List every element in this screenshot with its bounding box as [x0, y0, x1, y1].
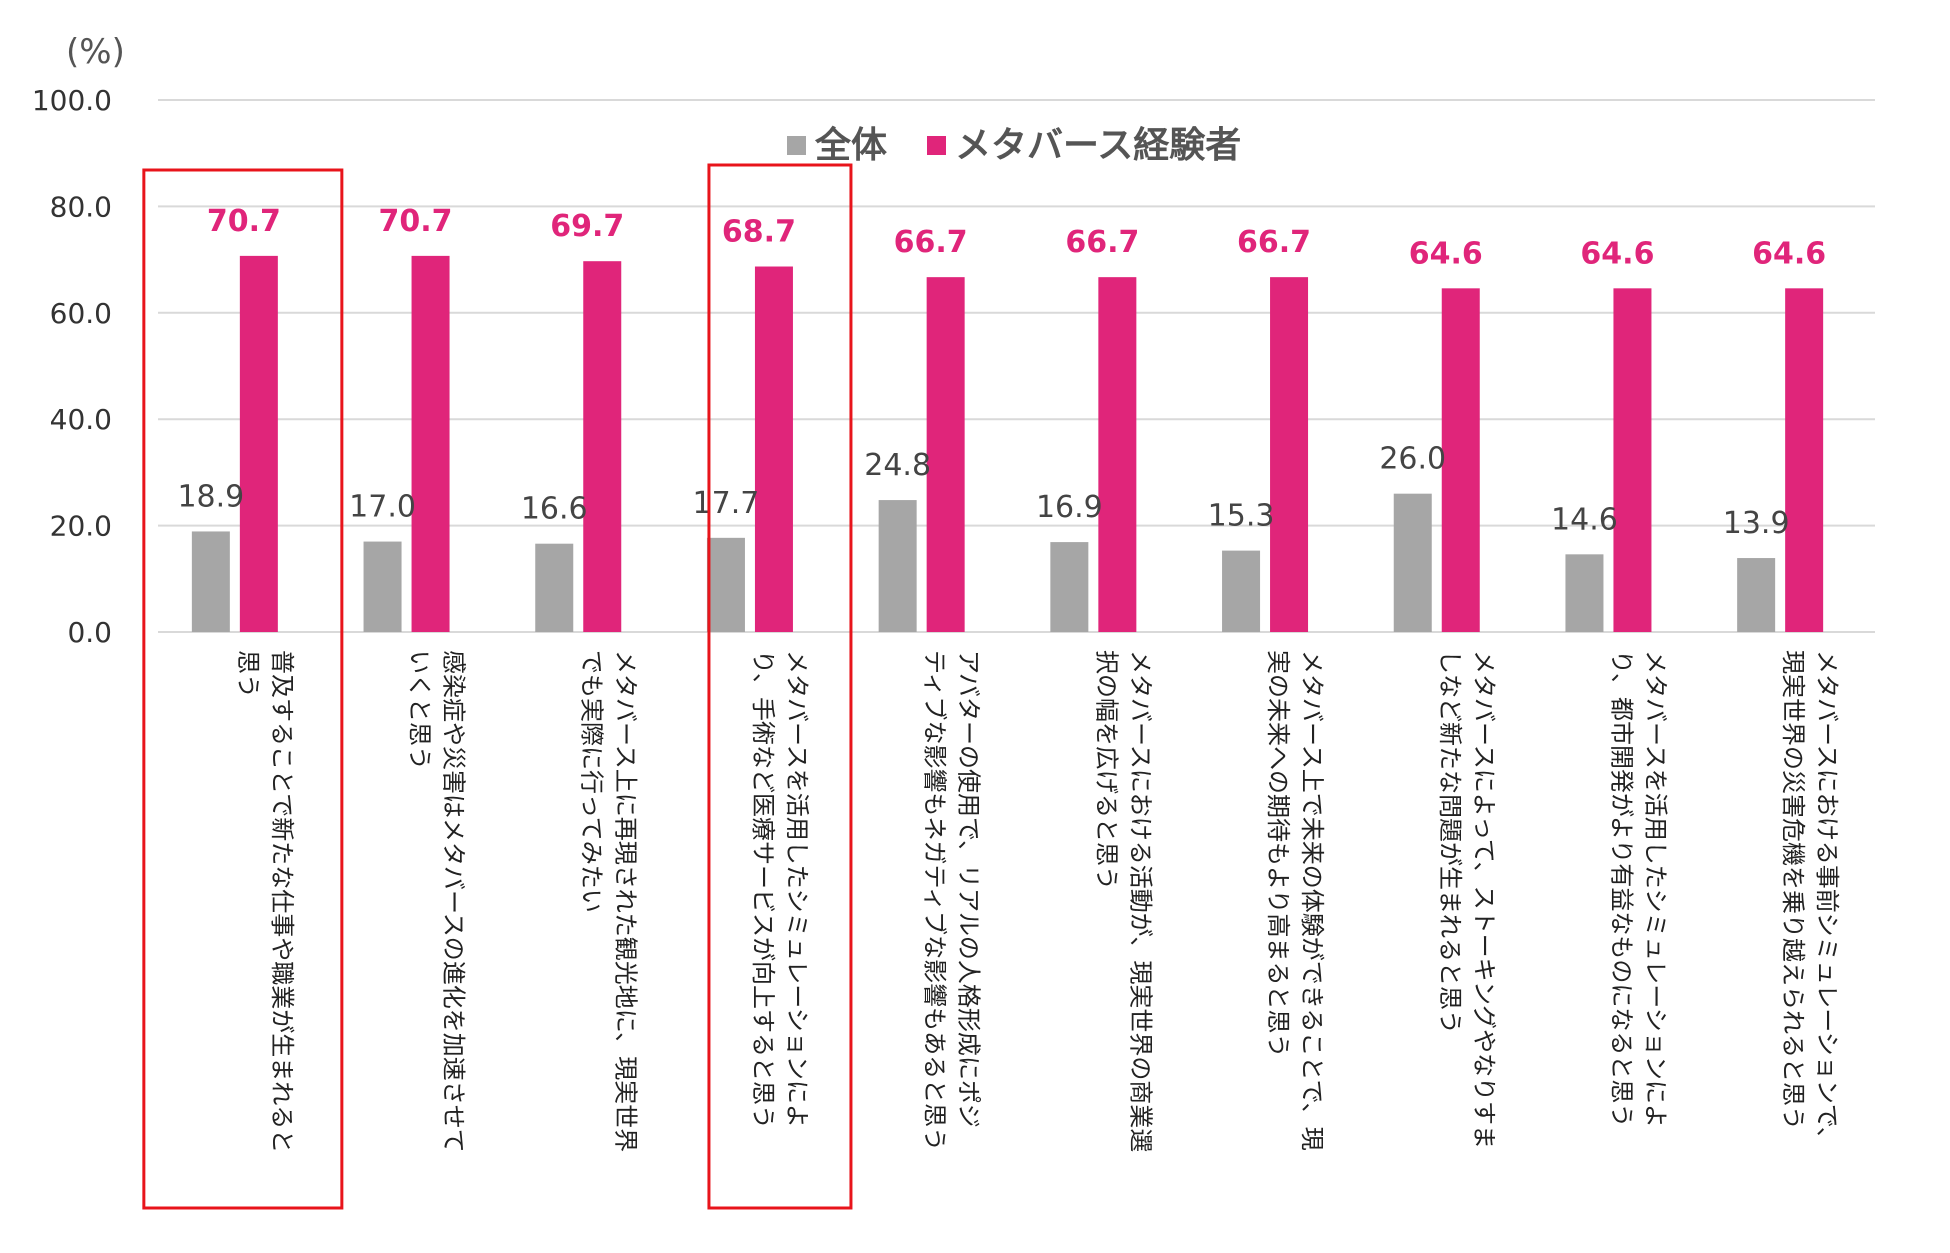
y-tick-label-4: 80.0: [50, 190, 112, 223]
legend-label-overall: 全体: [814, 124, 887, 166]
bar-experienced-2: [583, 261, 622, 632]
y-tick-label-5: 100.0: [32, 84, 112, 117]
data-label-overall-8: 14.6: [1551, 502, 1618, 537]
highlight-box-0: [142, 168, 344, 1210]
category-label-line: メタバースを活用したシミュレーションによ: [783, 650, 811, 1128]
bars: [191, 255, 1824, 632]
bar-experienced-9: [1785, 288, 1824, 632]
data-label-experienced-5: 66.7: [1065, 225, 1139, 260]
category-label-line: 現実世界の災害危機を乗り越えられると思う: [1779, 650, 1807, 1130]
bar-experienced-6: [1270, 277, 1309, 632]
data-label-experienced-8: 64.6: [1580, 236, 1654, 271]
category-label-line: アバターの使用で、リアルの人格形成にポジ: [955, 650, 983, 1128]
legend-swatch-experienced: [927, 136, 946, 155]
y-tick-label-2: 40.0: [50, 403, 112, 436]
category-label-line: ティブな影響もネガティブな影響もあると思う: [921, 650, 949, 1151]
data-label-experienced-4: 66.7: [894, 225, 968, 260]
bar-experienced-0: [239, 255, 278, 632]
bar-experienced-3: [754, 266, 793, 632]
bar-overall-5: [1050, 542, 1089, 632]
bar-overall-9: [1737, 558, 1776, 632]
y-tick-label-1: 20.0: [50, 510, 112, 543]
data-label-experienced-9: 64.6: [1752, 236, 1826, 271]
data-label-experienced-7: 64.6: [1409, 236, 1483, 271]
category-label-line: り、手術など医療サービスが向上すると思う: [749, 650, 777, 1129]
legend-swatch-overall: [787, 136, 806, 155]
data-label-overall-3: 17.7: [693, 486, 760, 521]
data-label-overall-9: 13.9: [1723, 506, 1790, 541]
highlight-boxes: [142, 163, 853, 1210]
category-label-4: アバターの使用で、リアルの人格形成にポジティブな影響もネガティブな影響もあると思…: [921, 650, 983, 1151]
category-label-line: 実の未来への期待もより高まると思う: [1264, 650, 1292, 1058]
data-label-overall-7: 26.0: [1379, 442, 1446, 477]
data-label-overall-1: 17.0: [349, 490, 416, 525]
data-label-overall-2: 16.6: [521, 492, 588, 527]
highlight-box-3: [707, 163, 853, 1210]
data-labels: 18.9 70.7 17.0 70.7 16.6 69.7 17.7 68.7 24.8 66.7…: [177, 204, 1826, 541]
bar-experienced-4: [926, 277, 965, 632]
category-label-line: メタバースによって、ストーキングやなりすま: [1470, 650, 1498, 1149]
bar-overall-2: [535, 543, 574, 632]
bar-experienced-7: [1441, 288, 1480, 632]
category-label-line: メタバース上で未来の体験ができることで、現: [1298, 650, 1326, 1151]
data-label-overall-0: 18.9: [177, 479, 244, 514]
category-label-line: 択の幅を広げると思う: [1092, 650, 1120, 890]
bar-experienced-1: [411, 255, 450, 632]
data-label-experienced-6: 66.7: [1237, 225, 1311, 260]
category-label-line: しなど新たな問題が生まれると思う: [1436, 650, 1464, 1034]
bar-experienced-5: [1098, 277, 1137, 632]
bar-overall-6: [1222, 550, 1261, 632]
bar-overall-8: [1565, 554, 1604, 632]
category-label-line: 感染症や災害はメタバースの進化を加速させて: [440, 650, 468, 1153]
category-label-line: メタバースにおける事前シミュレーションで、: [1813, 650, 1841, 1151]
data-label-overall-5: 16.9: [1036, 490, 1103, 525]
bar-overall-3: [706, 537, 745, 632]
category-label-line: メタバースを活用したシミュレーションによ: [1641, 650, 1669, 1128]
y-unit-label: (%): [66, 32, 125, 72]
category-label-line: いくと思う: [406, 650, 434, 770]
y-axis: 0.0 20.0 40.0 60.0 80.0 100.0: [32, 84, 112, 649]
category-label-9: メタバースにおける事前シミュレーションで、現実世界の災害危機を乗り越えられると思…: [1779, 650, 1841, 1151]
y-tick-label-3: 60.0: [50, 297, 112, 330]
category-label-line: メタバース上に再現された観光地に、現実世界: [611, 650, 639, 1152]
category-label-line: でも実際に行ってみたい: [577, 650, 605, 913]
category-label-line: 思う: [234, 650, 262, 698]
data-label-experienced-0: 70.7: [207, 204, 281, 239]
data-label-overall-4: 24.8: [864, 448, 931, 483]
category-label-line: 普及することで新たな仕事や職業が生まれると: [268, 650, 296, 1153]
legend: 全体 メタバース経験者: [787, 124, 1241, 166]
data-label-experienced-3: 68.7: [722, 215, 796, 250]
data-label-experienced-1: 70.7: [379, 204, 453, 239]
bar-experienced-8: [1613, 288, 1652, 632]
y-tick-label-0: 0.0: [67, 616, 112, 649]
legend-label-experienced: メタバース経験者: [955, 125, 1241, 166]
data-label-experienced-2: 69.7: [550, 209, 624, 244]
bar-overall-1: [363, 541, 402, 632]
category-label-line: メタバースにおける活動が、現実世界の商業選: [1126, 650, 1154, 1152]
category-label-line: り、都市開発がより有益なものになると思う: [1607, 650, 1635, 1127]
bar-overall-4: [878, 500, 917, 632]
bar-overall-0: [191, 531, 230, 632]
data-label-overall-6: 15.3: [1208, 499, 1275, 534]
bar-overall-7: [1393, 493, 1432, 632]
